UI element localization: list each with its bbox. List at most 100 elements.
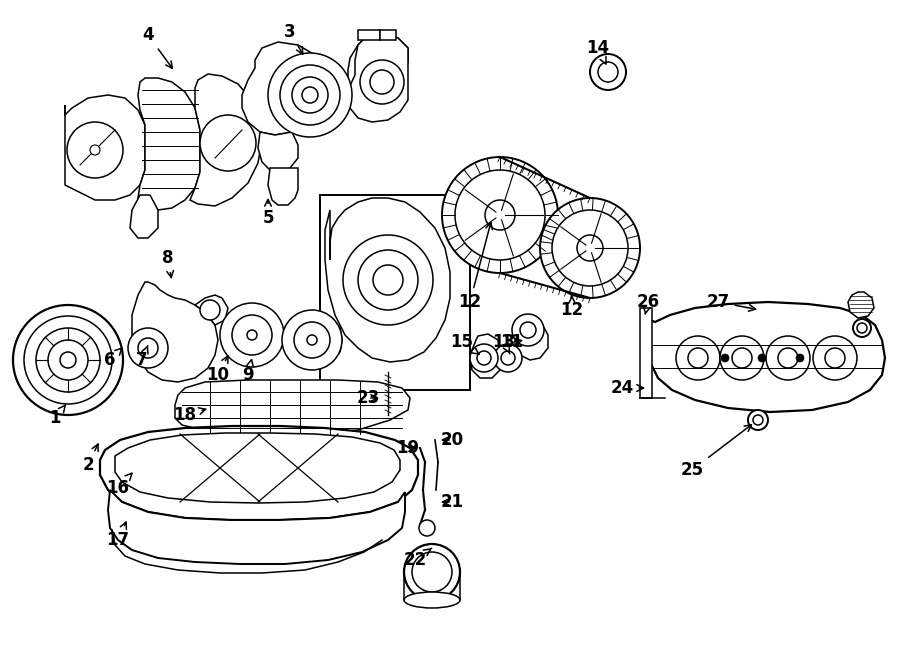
Circle shape xyxy=(292,77,328,113)
Circle shape xyxy=(688,348,708,368)
Polygon shape xyxy=(848,292,874,318)
Text: 19: 19 xyxy=(396,439,419,457)
Polygon shape xyxy=(195,295,228,325)
Ellipse shape xyxy=(404,592,460,608)
Circle shape xyxy=(598,62,618,82)
Text: 4: 4 xyxy=(142,26,173,68)
Circle shape xyxy=(90,145,100,155)
Text: 7: 7 xyxy=(136,346,148,369)
Polygon shape xyxy=(100,426,418,520)
Circle shape xyxy=(501,351,515,365)
Circle shape xyxy=(442,157,558,273)
Circle shape xyxy=(247,330,257,340)
Polygon shape xyxy=(348,32,408,122)
Circle shape xyxy=(758,354,766,362)
Polygon shape xyxy=(132,282,218,382)
Circle shape xyxy=(412,552,452,592)
Circle shape xyxy=(36,328,100,392)
Text: 13: 13 xyxy=(492,333,516,354)
Circle shape xyxy=(60,352,76,368)
Text: 12: 12 xyxy=(458,222,492,311)
Text: 17: 17 xyxy=(106,522,130,549)
Circle shape xyxy=(825,348,845,368)
Circle shape xyxy=(813,336,857,380)
Polygon shape xyxy=(115,433,400,503)
Circle shape xyxy=(343,235,433,325)
Circle shape xyxy=(540,198,640,298)
Circle shape xyxy=(232,315,272,355)
Polygon shape xyxy=(268,168,298,205)
Circle shape xyxy=(577,235,603,261)
Text: 3: 3 xyxy=(284,23,302,54)
Circle shape xyxy=(282,310,342,370)
Text: 23: 23 xyxy=(356,389,380,407)
Circle shape xyxy=(494,344,522,372)
Circle shape xyxy=(220,303,284,367)
Circle shape xyxy=(552,210,628,286)
Polygon shape xyxy=(515,318,548,360)
Polygon shape xyxy=(138,78,200,210)
Text: 10: 10 xyxy=(206,356,230,384)
Circle shape xyxy=(404,544,460,600)
Text: 22: 22 xyxy=(403,548,432,569)
Bar xyxy=(380,30,396,40)
Circle shape xyxy=(48,340,88,380)
Circle shape xyxy=(67,122,123,178)
Bar xyxy=(640,308,652,398)
Circle shape xyxy=(455,170,545,260)
Polygon shape xyxy=(222,308,280,360)
Polygon shape xyxy=(258,132,298,172)
Text: 11: 11 xyxy=(500,333,524,351)
Polygon shape xyxy=(108,490,405,564)
Polygon shape xyxy=(648,302,885,412)
Circle shape xyxy=(280,65,340,125)
Polygon shape xyxy=(175,380,410,435)
Circle shape xyxy=(128,328,168,368)
Circle shape xyxy=(590,54,626,90)
Text: 9: 9 xyxy=(242,360,254,384)
Polygon shape xyxy=(190,74,262,206)
Text: 5: 5 xyxy=(262,200,274,227)
Circle shape xyxy=(470,344,498,372)
Text: 2: 2 xyxy=(82,444,98,474)
Circle shape xyxy=(370,70,394,94)
Circle shape xyxy=(720,336,764,380)
Text: 6: 6 xyxy=(104,348,122,369)
Circle shape xyxy=(766,336,810,380)
Text: 15: 15 xyxy=(451,333,479,354)
Polygon shape xyxy=(242,32,408,135)
Circle shape xyxy=(200,300,220,320)
Text: 16: 16 xyxy=(106,473,132,497)
Text: 14: 14 xyxy=(587,39,609,64)
Circle shape xyxy=(24,316,112,404)
Circle shape xyxy=(360,60,404,104)
Text: 26: 26 xyxy=(636,293,660,314)
Circle shape xyxy=(358,250,418,310)
Circle shape xyxy=(268,53,352,137)
Text: 25: 25 xyxy=(680,425,752,479)
Text: 8: 8 xyxy=(162,249,174,278)
Circle shape xyxy=(512,314,544,346)
Circle shape xyxy=(778,348,798,368)
Circle shape xyxy=(721,354,729,362)
Circle shape xyxy=(477,351,491,365)
Circle shape xyxy=(13,305,123,415)
Circle shape xyxy=(748,410,768,430)
Circle shape xyxy=(732,348,752,368)
Text: 1: 1 xyxy=(50,405,66,427)
Polygon shape xyxy=(65,95,145,200)
Polygon shape xyxy=(283,312,342,364)
Text: 21: 21 xyxy=(440,493,464,511)
Text: 12: 12 xyxy=(561,295,583,319)
Text: 27: 27 xyxy=(706,293,756,311)
Polygon shape xyxy=(325,198,450,362)
Circle shape xyxy=(753,415,763,425)
Circle shape xyxy=(853,319,871,337)
Bar xyxy=(320,195,470,390)
Bar xyxy=(358,30,380,40)
Text: 24: 24 xyxy=(610,379,644,397)
Circle shape xyxy=(796,354,804,362)
Polygon shape xyxy=(130,195,158,238)
Circle shape xyxy=(200,115,256,171)
Circle shape xyxy=(373,265,403,295)
